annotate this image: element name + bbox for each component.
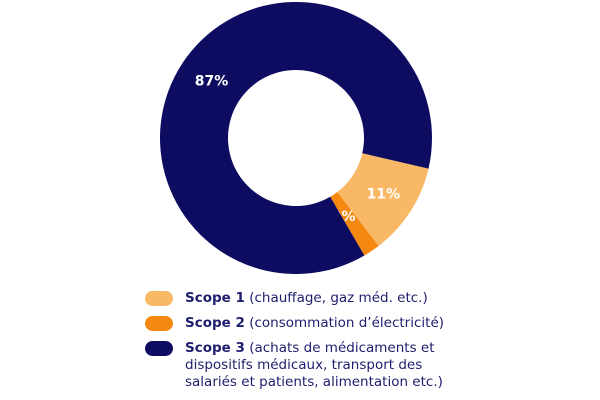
legend-swatch-scope-3 bbox=[145, 341, 173, 356]
data-label-scope-1: 11% bbox=[367, 186, 401, 202]
legend-item-scope-1: Scope 1 (chauffage, gaz méd. etc.) bbox=[145, 290, 475, 307]
legend-label-scope-1: Scope 1 bbox=[185, 290, 245, 306]
legend-label-scope-2: Scope 2 bbox=[185, 315, 245, 331]
legend-swatch-scope-2 bbox=[145, 316, 173, 331]
legend-item-scope-2: Scope 2 (consommation d’électricité) bbox=[145, 315, 475, 332]
legend-label-scope-3: Scope 3 bbox=[185, 340, 245, 356]
data-label-scope-3: 87% bbox=[195, 74, 229, 90]
legend: Scope 1 (chauffage, gaz méd. etc.) Scope… bbox=[145, 290, 475, 399]
slice-scope-1 bbox=[337, 153, 429, 247]
legend-swatch-scope-1 bbox=[145, 291, 173, 306]
slice-scope-2 bbox=[330, 192, 379, 256]
legend-description-scope-1: (chauffage, gaz méd. etc.) bbox=[249, 290, 428, 306]
legend-item-scope-3: Scope 3 (achats de médicaments et dispos… bbox=[145, 340, 475, 391]
legend-description-scope-3: (achats de médicaments et dispositifs mé… bbox=[185, 340, 443, 390]
legend-description-scope-2: (consommation d’électricité) bbox=[249, 315, 445, 331]
slice-scope-3 bbox=[160, 1, 433, 274]
